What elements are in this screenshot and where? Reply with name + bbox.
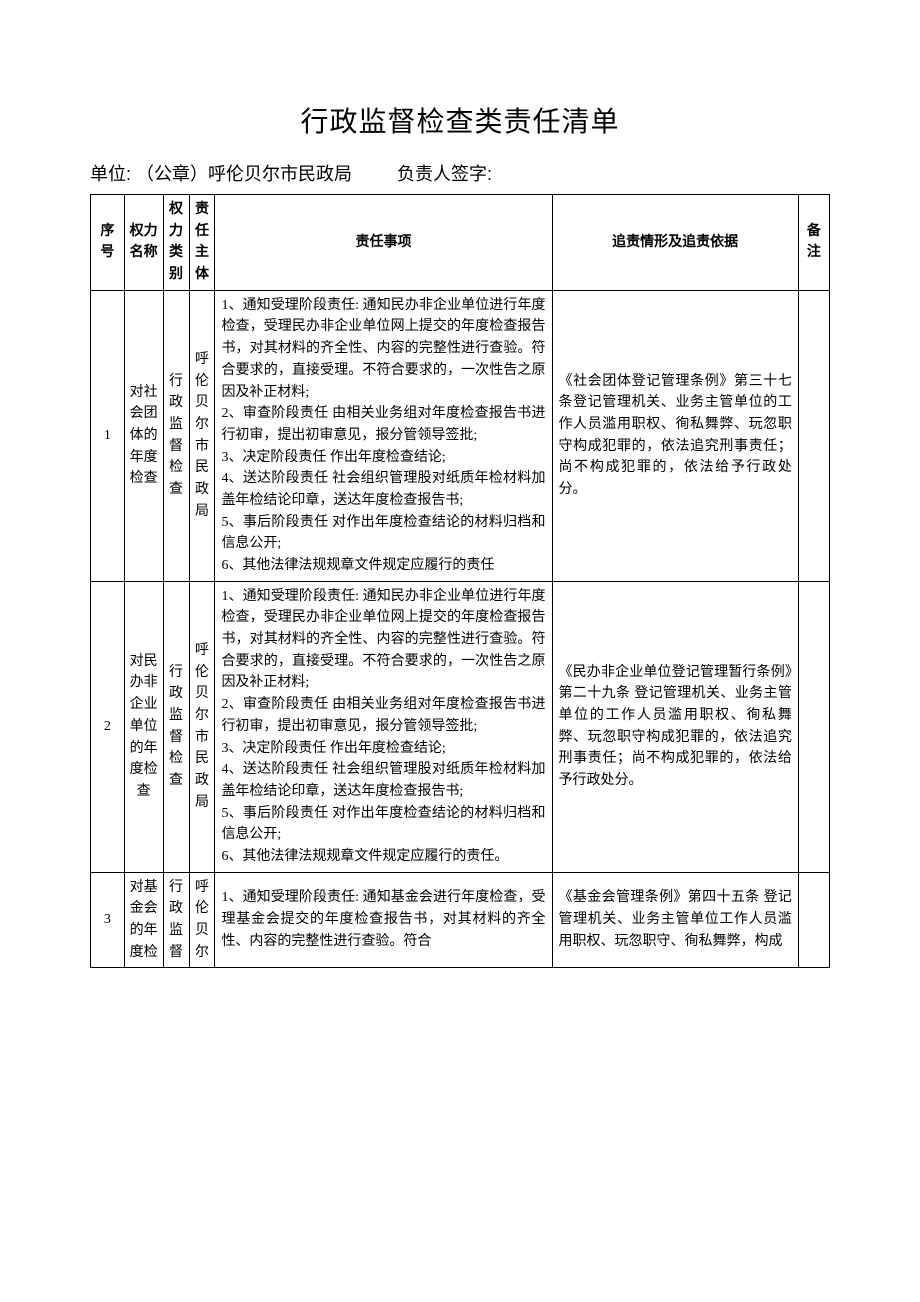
page-title: 行政监督检查类责任清单 <box>90 100 830 140</box>
table-row: 3对基金会的年度检行政监督呼伦贝尔1、通知受理阶段责任: 通知基金会进行年度检查… <box>91 872 830 968</box>
cell-duty: 1、通知受理阶段责任: 通知民办非企业单位进行年度检查，受理民办非企业单位网上提… <box>215 581 552 872</box>
col-name: 权力名称 <box>124 195 163 291</box>
cell-name: 对社会团体的年度检查 <box>124 290 163 581</box>
cell-body: 呼伦贝尔市民政局 <box>189 581 215 872</box>
cell-name: 对民办非企业单位的年度检查 <box>124 581 163 872</box>
cell-duty: 1、通知受理阶段责任: 通知民办非企业单位进行年度检查，受理民办非企业单位网上提… <box>215 290 552 581</box>
cell-seq: 2 <box>91 581 125 872</box>
cell-category: 行政监督检查 <box>163 581 189 872</box>
responsibility-table: 序号 权力名称 权力类别 责任主体 责任事项 追责情形及追责依据 备注 1对社会… <box>90 194 830 968</box>
signer-label: 负责人签字: <box>397 164 492 184</box>
cell-category: 行政监督检查 <box>163 290 189 581</box>
cell-seq: 1 <box>91 290 125 581</box>
unit-value: （公章）呼伦贝尔市民政局 <box>136 164 352 184</box>
col-body: 责任主体 <box>189 195 215 291</box>
col-category: 权力类别 <box>163 195 189 291</box>
cell-accountability: 《基金会管理条例》第四十五条 登记管理机关、业务主管单位工作人员滥用职权、玩忽职… <box>552 872 798 968</box>
cell-category: 行政监督 <box>163 872 189 968</box>
col-note: 备注 <box>798 195 829 291</box>
cell-note <box>798 581 829 872</box>
cell-accountability: 《民办非企业单位登记管理暂行条例》第二十九条 登记管理机关、业务主管单位的工作人… <box>552 581 798 872</box>
cell-name: 对基金会的年度检 <box>124 872 163 968</box>
col-duty: 责任事项 <box>215 195 552 291</box>
cell-duty: 1、通知受理阶段责任: 通知基金会进行年度检查，受理基金会提交的年度检查报告书，… <box>215 872 552 968</box>
cell-body: 呼伦贝尔市民政局 <box>189 290 215 581</box>
cell-accountability: 《社会团体登记管理条例》第三十七条登记管理机关、业务主管单位的工作人员滥用职权、… <box>552 290 798 581</box>
unit-label: 单位: <box>90 164 131 184</box>
cell-body: 呼伦贝尔 <box>189 872 215 968</box>
cell-note <box>798 290 829 581</box>
table-row: 1对社会团体的年度检查行政监督检查呼伦贝尔市民政局1、通知受理阶段责任: 通知民… <box>91 290 830 581</box>
table-header-row: 序号 权力名称 权力类别 责任主体 责任事项 追责情形及追责依据 备注 <box>91 195 830 291</box>
cell-seq: 3 <box>91 872 125 968</box>
col-seq: 序号 <box>91 195 125 291</box>
col-accountability: 追责情形及追责依据 <box>552 195 798 291</box>
table-row: 2对民办非企业单位的年度检查行政监督检查呼伦贝尔市民政局1、通知受理阶段责任: … <box>91 581 830 872</box>
cell-note <box>798 872 829 968</box>
meta-line: 单位: （公章）呼伦贝尔市民政局 负责人签字: <box>90 160 830 186</box>
